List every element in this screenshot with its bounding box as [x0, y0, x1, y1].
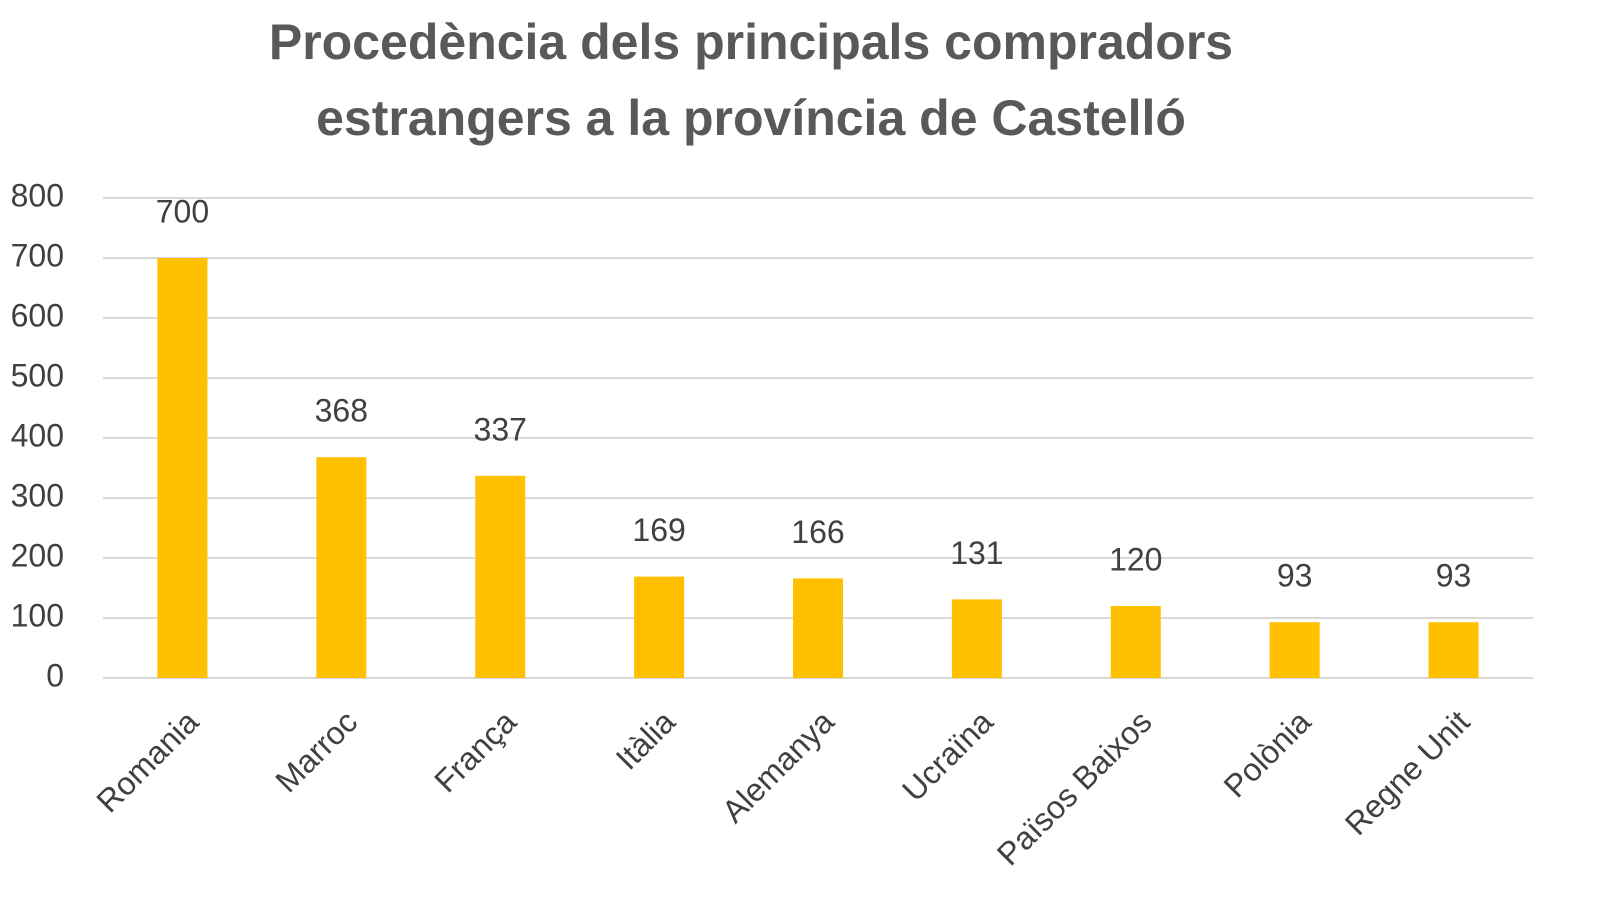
data-label: 93	[1436, 558, 1472, 594]
y-tick-label: 700	[11, 237, 64, 273]
y-tick-label: 500	[11, 357, 64, 393]
bar	[793, 578, 843, 678]
y-tick-label: 800	[11, 177, 64, 213]
data-label: 169	[632, 512, 685, 548]
data-label: 93	[1277, 558, 1313, 594]
bar	[634, 576, 685, 678]
bar	[1269, 622, 1320, 678]
x-tick-label: Regne Unit	[1338, 703, 1477, 842]
x-tick-label: Alemanya	[715, 703, 841, 829]
data-label: 368	[315, 393, 368, 429]
x-tick-label: França	[427, 703, 523, 799]
data-label: 700	[156, 193, 209, 229]
bar	[951, 599, 1002, 678]
x-tick-label: Països Baixos	[990, 703, 1159, 872]
x-tick-label: Romania	[89, 703, 205, 819]
bar	[316, 457, 367, 678]
bar	[157, 258, 208, 678]
y-tick-label: 400	[11, 417, 64, 453]
y-tick-label: 300	[11, 477, 64, 513]
chart-title: Procedència dels principals compradors e…	[268, 14, 1234, 146]
data-label: 120	[1109, 541, 1162, 577]
y-tick-label: 0	[46, 657, 64, 693]
bar	[1110, 606, 1161, 678]
x-tick-label: Marroc	[268, 703, 364, 799]
y-tick-label: 600	[11, 297, 64, 333]
y-tick-label: 200	[11, 537, 64, 573]
bar	[475, 475, 526, 678]
x-tick-label: Ucraïna	[895, 703, 1000, 808]
bar	[1428, 622, 1479, 678]
y-tick-label: 100	[11, 597, 64, 633]
x-tick-label: Polònia	[1217, 703, 1318, 804]
data-label: 337	[474, 411, 527, 447]
x-tick-label: Itàlia	[609, 703, 682, 776]
data-label: 131	[950, 535, 1003, 571]
data-label: 166	[791, 514, 844, 550]
